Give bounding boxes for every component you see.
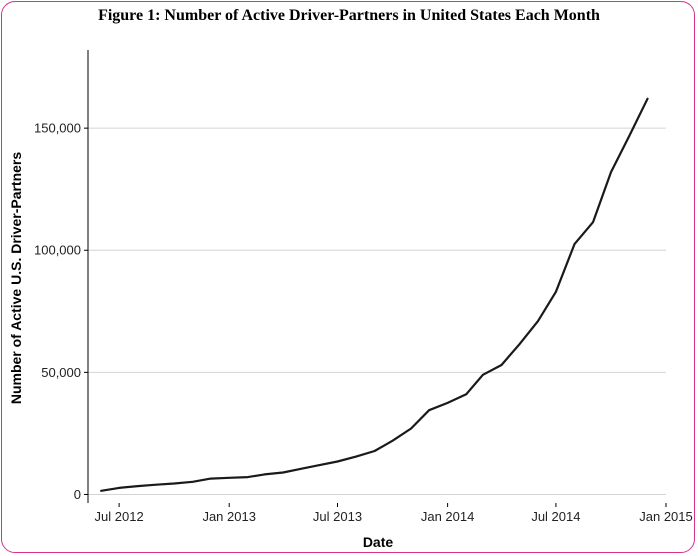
data-point	[318, 464, 321, 466]
data-point	[336, 460, 339, 463]
data-point	[537, 320, 539, 322]
x-tick-labels: Jul 2012 Jan 2013 Jul 2013 Jan 2014 Jul 2014…	[95, 503, 693, 524]
y-tick-labels: 0 50,000 100,000 150,000	[34, 121, 88, 502]
data-point	[592, 221, 594, 223]
data-point	[228, 477, 231, 479]
data-point	[500, 364, 503, 366]
data-point	[646, 98, 649, 100]
data-point	[446, 402, 449, 404]
data-point	[555, 290, 557, 293]
y-tick-label: 150,000	[34, 121, 81, 136]
y-axis-label: Number of Active U.S. Driver-Partners	[8, 152, 24, 405]
y-tick-label: 100,000	[34, 243, 81, 258]
data-point	[100, 489, 102, 492]
data-point	[465, 393, 467, 396]
x-tick-label: Jan 2014	[421, 509, 475, 524]
data-point	[355, 455, 357, 458]
y-tick-label: 0	[74, 487, 81, 502]
data-point	[155, 483, 158, 486]
x-tick-label: Jan 2015	[639, 509, 693, 524]
data-point	[391, 439, 394, 442]
x-tick-label: Jul 2012	[95, 509, 144, 524]
y-tick-label: 50,000	[41, 365, 81, 380]
series-line-active-driver-partners	[100, 97, 649, 492]
data-point	[282, 471, 284, 474]
data-point	[209, 477, 212, 480]
data-point	[573, 243, 576, 245]
gridlines	[88, 127, 666, 495]
x-axis-label: Date	[363, 534, 394, 550]
data-point	[173, 482, 175, 485]
data-point	[518, 343, 521, 346]
data-points	[100, 98, 649, 492]
data-point	[136, 485, 139, 487]
data-point	[373, 450, 376, 452]
data-point	[428, 409, 430, 412]
data-point	[263, 473, 266, 476]
x-tick-label: Jul 2014	[531, 509, 580, 524]
data-point	[191, 480, 194, 483]
data-point	[246, 476, 249, 478]
data-point	[610, 171, 612, 173]
data-point	[628, 134, 631, 137]
data-point	[482, 373, 484, 376]
data-point	[300, 468, 302, 470]
x-tick-label: Jul 2013	[313, 509, 362, 524]
data-point	[118, 487, 120, 489]
x-tick-label: Jan 2013	[202, 509, 256, 524]
data-point	[410, 427, 412, 430]
chart-title: Figure 1: Number of Active Driver-Partne…	[98, 7, 600, 24]
